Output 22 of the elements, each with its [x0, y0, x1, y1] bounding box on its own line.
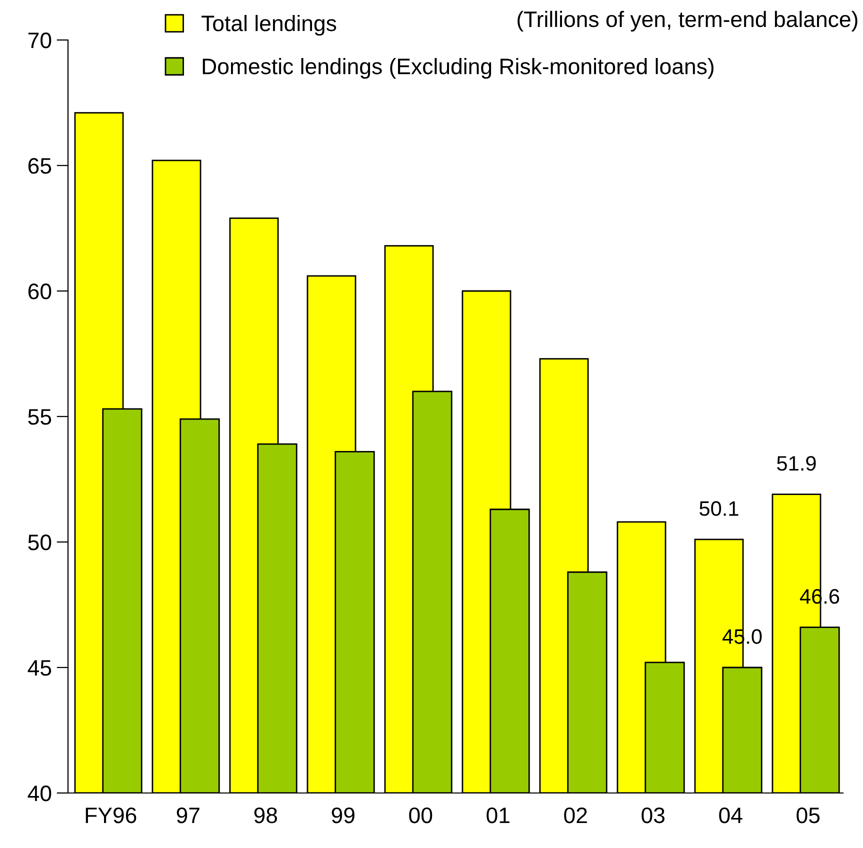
- legend-label: Total lendings: [202, 14, 336, 36]
- y-tick-label: 60: [28, 284, 52, 300]
- y-tick-label: 40: [28, 786, 52, 802]
- x-tick-label: 03: [642, 807, 665, 824]
- x-tick-label: 00: [409, 807, 432, 824]
- x-tick-label: 97: [176, 807, 200, 824]
- y-tick-label: 45: [28, 660, 52, 676]
- legend-label: Domestic lendings (Excluding Risk-monitored loans): [202, 58, 714, 79]
- x-tick-label: 01: [486, 807, 510, 824]
- x-tick-label: 99: [332, 807, 354, 824]
- y-tick-label: 65: [28, 158, 52, 174]
- text: (Trillions of yen, term-end balance): [518, 10, 858, 32]
- y-tick-label: 50: [28, 534, 52, 550]
- data-label: 51.9: [777, 456, 816, 471]
- y-tick-label: 70: [28, 32, 52, 48]
- x-tick-label: 02: [564, 807, 587, 824]
- y-tick-label: 55: [28, 409, 52, 425]
- x-tick-label: 04: [719, 807, 742, 824]
- x-tick-label: FY96: [86, 807, 136, 824]
- x-tick-label: 98: [254, 807, 278, 824]
- data-label: 50.1: [700, 501, 738, 516]
- x-tick-label: 05: [796, 807, 820, 824]
